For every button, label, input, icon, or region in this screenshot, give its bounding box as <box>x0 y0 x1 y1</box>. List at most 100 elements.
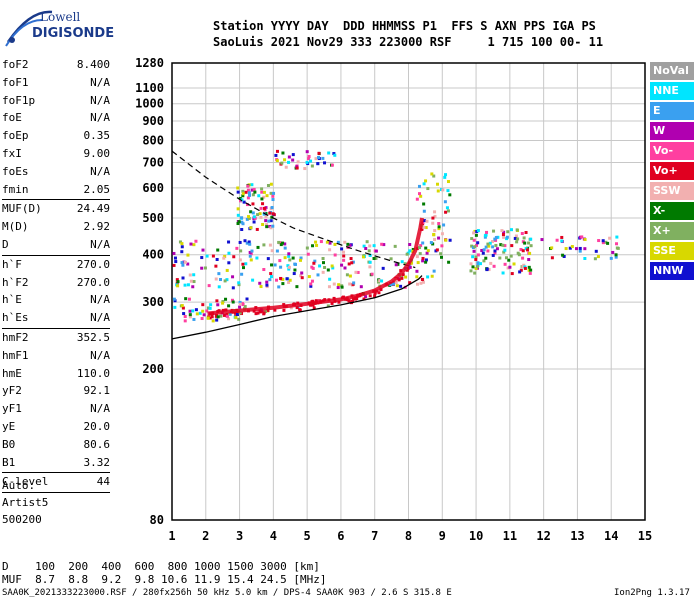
echo-point <box>281 277 285 281</box>
echo-point <box>408 265 412 269</box>
echo-point <box>286 264 290 268</box>
echo-point <box>493 237 497 241</box>
echo-point <box>389 283 393 287</box>
echo-point <box>421 241 425 245</box>
x-tick-label: 14 <box>604 529 618 543</box>
echo-point <box>299 256 303 260</box>
echo-point <box>604 240 608 244</box>
echo-point <box>510 272 514 276</box>
echo-point <box>299 274 303 278</box>
echo-point <box>437 225 441 229</box>
echo-point <box>207 284 211 288</box>
y-tick-label: 200 <box>142 362 164 376</box>
param-value: 2.05 <box>83 182 111 196</box>
echo-point <box>311 303 315 307</box>
echo-point <box>472 231 476 235</box>
echo-point <box>219 278 223 282</box>
divider <box>2 472 110 474</box>
echo-point <box>395 284 399 288</box>
echo-point <box>494 243 498 247</box>
param-value: 270.0 <box>76 275 110 289</box>
echo-point <box>241 189 245 193</box>
echo-point <box>183 315 187 319</box>
param-value: 2.92 <box>83 220 111 234</box>
echo-point <box>440 232 444 236</box>
echo-point <box>264 215 268 219</box>
echo-point <box>309 284 313 288</box>
echo-point <box>616 246 620 250</box>
echo-point <box>474 258 478 262</box>
echo-point <box>241 194 245 198</box>
echo-point <box>498 256 502 260</box>
param-row: foEs N/A <box>2 163 110 181</box>
echo-point <box>271 194 275 198</box>
echo-point <box>305 150 309 154</box>
echo-point <box>246 196 250 200</box>
echo-point <box>521 249 525 253</box>
echo-point <box>421 278 425 282</box>
legend-item: Vo- <box>650 142 694 160</box>
echo-point <box>380 242 384 246</box>
param-value: 270.0 <box>76 257 110 271</box>
echo-point <box>432 233 436 237</box>
echo-point <box>265 280 269 284</box>
echo-point <box>287 160 291 164</box>
echo-point <box>180 242 184 246</box>
echo-point <box>502 230 506 234</box>
echo-point <box>378 279 382 283</box>
echo-point <box>615 235 619 239</box>
echo-point <box>424 246 428 250</box>
param-value: N/A <box>90 402 110 416</box>
echo-point <box>483 235 487 239</box>
echo-point <box>439 252 443 256</box>
echo-point <box>501 233 505 237</box>
echo-point <box>443 200 447 204</box>
param-label: h`Es <box>2 311 29 325</box>
echo-point <box>424 226 428 230</box>
param-label: h`E <box>2 293 22 307</box>
echo-point <box>238 305 242 309</box>
echo-point <box>273 308 277 312</box>
echo-point <box>441 188 445 192</box>
param-label: hmF2 <box>2 330 29 344</box>
echo-point <box>208 316 212 320</box>
param-value: 92.1 <box>83 384 111 398</box>
echo-point <box>440 244 444 248</box>
echo-point <box>311 244 315 248</box>
echo-point <box>181 306 185 310</box>
echo-point <box>272 191 276 195</box>
y-tick-label: 80 <box>150 513 164 527</box>
echo-point <box>519 248 523 252</box>
echo-point <box>394 281 398 285</box>
echo-point <box>419 194 423 198</box>
echo-point <box>183 319 187 323</box>
echo-point <box>222 256 226 260</box>
echo-point <box>425 219 429 223</box>
echo-point <box>267 219 271 223</box>
echo-point <box>172 297 176 301</box>
y-tick-label: 700 <box>142 155 164 169</box>
echo-point <box>180 261 184 265</box>
echo-point <box>210 315 214 319</box>
param-label: yF2 <box>2 384 22 398</box>
echo-point <box>493 251 497 255</box>
echo-point <box>277 285 281 289</box>
echo-point <box>442 223 446 227</box>
param-label: h`F2 <box>2 275 29 289</box>
echo-point <box>200 256 204 260</box>
echo-point <box>258 310 262 314</box>
echo-point <box>245 241 249 245</box>
legend-item: E <box>650 102 694 120</box>
echo-point <box>249 210 253 214</box>
echo-point <box>520 231 524 235</box>
echo-point <box>211 254 215 258</box>
param-row: C-level 44 <box>2 473 110 491</box>
echo-point <box>269 219 273 223</box>
echo-point <box>523 241 527 245</box>
echo-point <box>326 268 330 272</box>
echo-point <box>348 282 352 286</box>
param-label: hmE <box>2 366 22 380</box>
echo-point <box>486 242 490 246</box>
echo-point <box>250 188 254 192</box>
echo-point <box>367 249 371 253</box>
